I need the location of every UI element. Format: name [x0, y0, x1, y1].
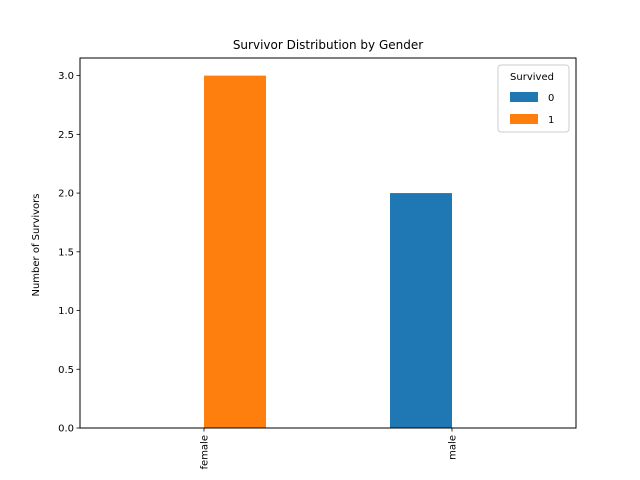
- y-axis: 0.0 0.5 1.0 1.5 2.0 2.5 3.0: [58, 71, 80, 435]
- chart-title: Survivor Distribution by Gender: [233, 38, 423, 52]
- legend-items: 01: [510, 92, 554, 126]
- x-tick-label-male: male: [448, 435, 459, 460]
- bars-layer: [204, 75, 452, 428]
- y-tick-label: 1.5: [58, 247, 74, 258]
- y-tick-label: 0.5: [58, 365, 74, 376]
- legend-title: Survived: [510, 72, 554, 83]
- y-tick-label: 1.0: [58, 306, 74, 317]
- bar-female-survived-1: [204, 75, 266, 428]
- y-tick-label: 2.5: [58, 130, 74, 141]
- x-axis: female male: [200, 428, 459, 469]
- legend-swatch-0: [510, 92, 538, 102]
- y-axis-label: Number of Survivors: [31, 193, 42, 296]
- y-tick-label: 2.0: [58, 189, 74, 200]
- x-tick-label-female: female: [200, 435, 211, 469]
- legend-swatch-1: [510, 114, 538, 124]
- bar-male-survived-0: [390, 193, 452, 428]
- y-tick-label: 3.0: [58, 71, 74, 82]
- y-tick-label: 0.0: [58, 424, 74, 435]
- legend-label-0: 0: [548, 93, 554, 104]
- plot-area: [79, 57, 577, 429]
- legend: Survived 01: [497, 64, 570, 133]
- axes-frame: [79, 57, 577, 429]
- legend-label-1: 1: [548, 115, 554, 126]
